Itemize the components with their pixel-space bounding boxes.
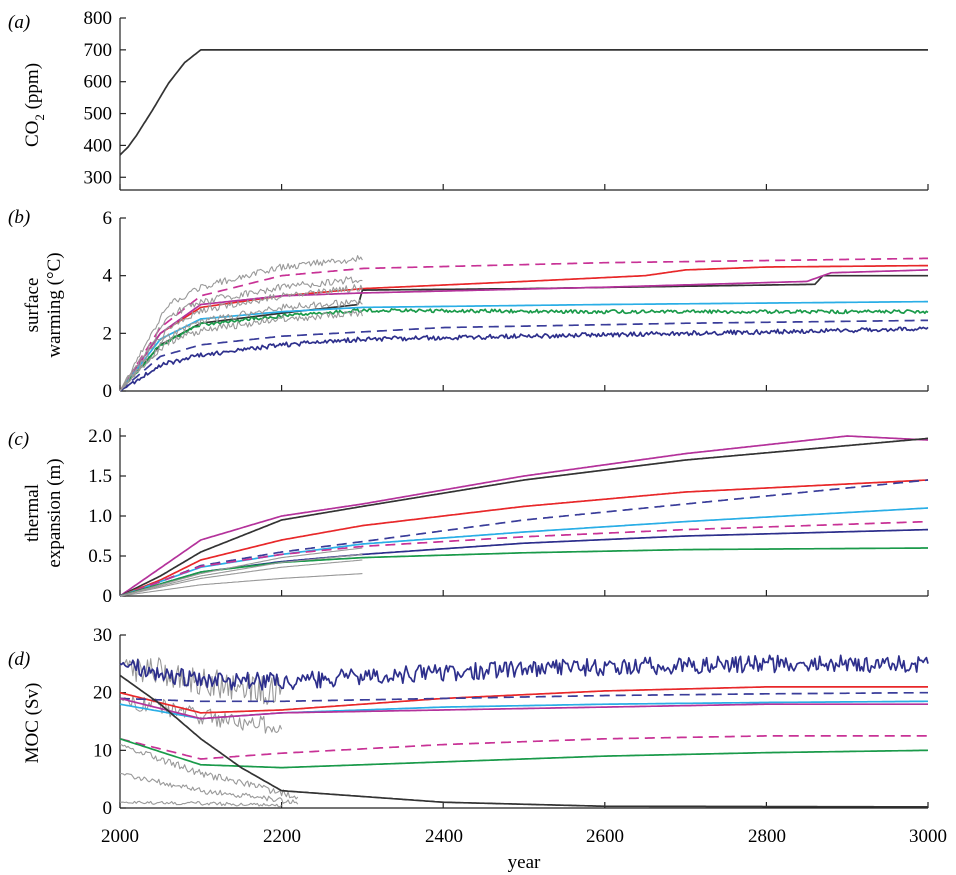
- y-tick-label: 1.0: [88, 506, 112, 527]
- series-line: [119, 255, 363, 392]
- series-line: [119, 686, 928, 714]
- y-tick-label: 4: [103, 266, 113, 287]
- x-tick-label: 2800: [748, 826, 786, 847]
- ylabel-thermal-line2: expansion (m): [44, 458, 65, 567]
- panel-d-moc: (d) MOC (Sv) 30 20 10 0: [8, 625, 929, 819]
- y-tick-label: 0: [103, 798, 113, 819]
- panel-b-surface-warming: (b) surface warming (°C) 6 4 2 0: [8, 207, 929, 402]
- panel-letter-a: (a): [8, 12, 30, 33]
- x-tick-label: 2000: [101, 826, 139, 847]
- series-line: [119, 654, 929, 691]
- series-line: [119, 299, 363, 392]
- series-line: [119, 437, 929, 597]
- x-tick-label: 2400: [425, 826, 463, 847]
- series-line: [119, 735, 928, 760]
- series-line: [119, 326, 929, 392]
- y-tick-label: 2.0: [88, 426, 112, 447]
- series-line: [119, 744, 299, 800]
- series-line: [119, 310, 363, 392]
- series-line: [119, 691, 928, 703]
- y-tick-label: 700: [84, 40, 113, 61]
- y-tick-label: 0.5: [88, 546, 112, 567]
- y-tick-label: 1.5: [88, 466, 112, 487]
- y-tick-label: 500: [84, 104, 113, 125]
- y-tick-label: 2: [103, 323, 113, 344]
- series-line: [119, 553, 363, 597]
- series-line: [119, 547, 928, 597]
- x-axis-labels: 2000 2200 2400 2600 2800 3000 year: [101, 826, 947, 873]
- series-line: [119, 772, 299, 805]
- series-line: [119, 547, 363, 597]
- y-tick-label: 6: [103, 208, 113, 229]
- series-line: [119, 479, 929, 597]
- panel-letter-c: (c): [8, 429, 29, 450]
- x-axis-title: year: [508, 852, 541, 873]
- series-line: [119, 573, 363, 597]
- series-line: [119, 319, 928, 392]
- y-tick-label: 30: [93, 625, 112, 646]
- y-tick-label: 400: [84, 135, 113, 156]
- ylabel-surface-warming-line1: surface: [22, 278, 43, 333]
- series-line: [119, 49, 928, 156]
- ylabel-thermal-line1: thermal: [22, 484, 43, 542]
- ylabel-moc: MOC (Sv): [22, 683, 43, 764]
- series-line: [119, 257, 928, 392]
- series-line: [119, 284, 363, 392]
- y-tick-label: 600: [84, 72, 113, 93]
- series-line: [119, 276, 363, 392]
- series-line: [120, 800, 282, 808]
- y-tick-label: 800: [84, 8, 113, 29]
- series-line: [119, 308, 929, 392]
- y-tick-label: 300: [84, 167, 113, 188]
- series-line: [119, 528, 928, 597]
- panel-a-co2: (a) CO2 (ppm) 800 700 600 500 400 300: [8, 8, 929, 191]
- panel-letter-d: (d): [8, 649, 30, 670]
- series-line: [119, 300, 928, 392]
- series-line: [119, 507, 929, 597]
- y-tick-label: 0: [103, 381, 113, 402]
- series-line: [119, 435, 929, 597]
- series-line: [119, 520, 929, 597]
- series-line: [119, 479, 929, 597]
- series-line: [119, 697, 928, 720]
- y-tick-label: 20: [93, 683, 112, 704]
- y-tick-label: 0: [103, 586, 113, 607]
- panel-c-thermal-expansion: (c) thermal expansion (m) 2.0 1.5 1.0 0.5 0: [8, 426, 929, 607]
- y-tick-label: 10: [93, 740, 112, 761]
- series-line: [119, 674, 928, 808]
- ylabel-co2: CO2 (ppm): [22, 63, 47, 147]
- x-tick-label: 2200: [263, 826, 301, 847]
- x-tick-label: 3000: [909, 826, 947, 847]
- x-tick-label: 2600: [586, 826, 624, 847]
- ylabel-surface-warming-line2: warming (°C): [44, 252, 65, 357]
- series-line: [119, 559, 363, 597]
- series-line: [119, 737, 929, 769]
- panel-letter-b: (b): [8, 207, 30, 228]
